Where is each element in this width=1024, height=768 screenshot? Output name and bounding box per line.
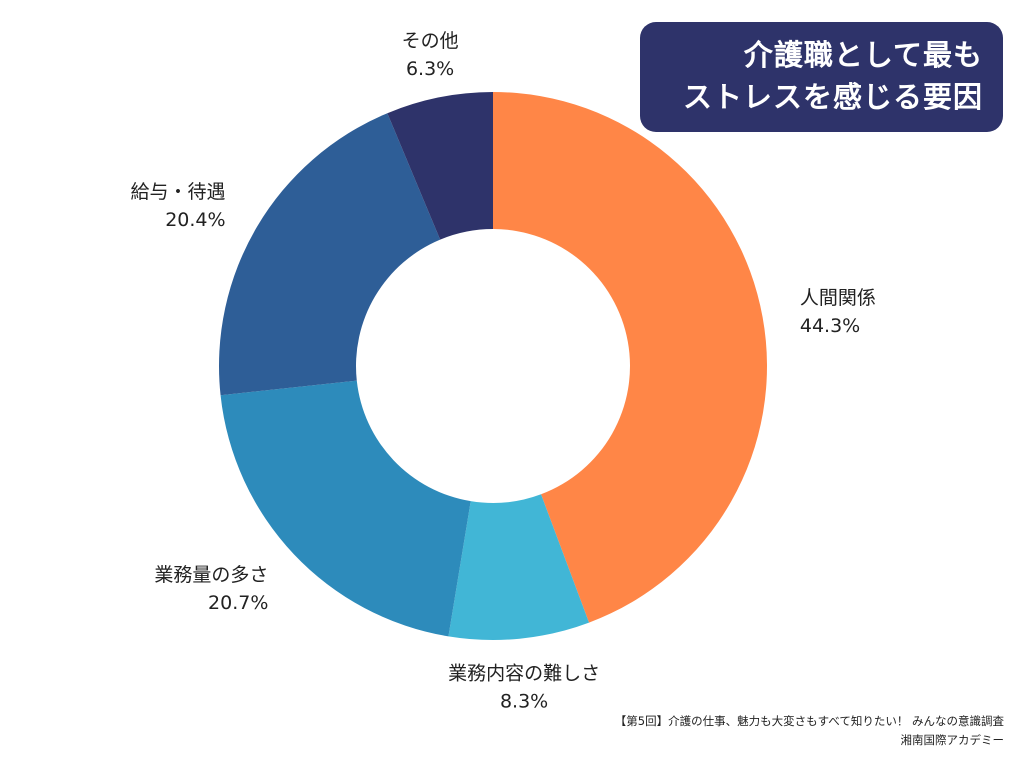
slice-labels: 人間関係 44.3% 業務内容の難しさ 8.3% 業務量の多さ 20.7% 給与・待遇 20.…: [131, 30, 876, 712]
slice-task-difficulty: [448, 494, 590, 640]
chart-title-line-1: 介護職として最も: [743, 38, 983, 72]
slice-label-human-relations: 人間関係: [800, 287, 876, 309]
source-note: 【第5回】介護の仕事、魅力も大変さもすべて知りたい！ みんなの意識調査 湘南国際…: [615, 712, 1004, 750]
source-line-1: 【第5回】介護の仕事、魅力も大変さもすべて知りたい！ みんなの意識調査: [614, 714, 1004, 728]
slice-human-relations: [493, 92, 768, 623]
slice-salary: [219, 113, 441, 396]
slice-value-workload: 20.7%: [208, 592, 268, 614]
chart-title-line-2: ストレスを感じる要因: [682, 80, 983, 114]
slice-value-other: 6.3%: [406, 58, 454, 80]
slice-other: [387, 92, 493, 240]
slice-value-task-difficulty: 8.3%: [500, 690, 548, 712]
source-line-2: 湘南国際アカデミー: [900, 733, 1005, 747]
slice-value-salary: 20.4%: [165, 209, 225, 231]
slice-value-human-relations: 44.3%: [800, 315, 860, 337]
donut-slices: [219, 92, 768, 640]
chart-title: 介護職として最も ストレスを感じる要因: [640, 22, 1003, 132]
slice-label-other: その他: [402, 30, 459, 52]
slice-label-task-difficulty: 業務内容の難しさ: [448, 662, 600, 684]
slice-label-workload: 業務量の多さ: [154, 564, 268, 586]
slice-workload: [220, 380, 471, 637]
slice-label-salary: 給与・待遇: [131, 181, 226, 203]
